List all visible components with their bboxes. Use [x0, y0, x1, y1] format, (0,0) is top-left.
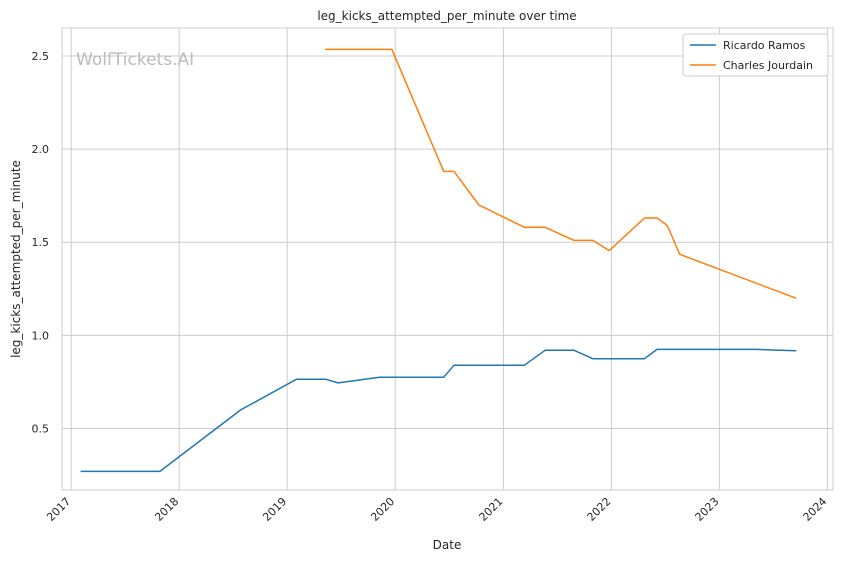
y-axis-label: leg_kicks_attempted_per_minute	[9, 160, 23, 358]
chart-title: leg_kicks_attempted_per_minute over time	[317, 9, 576, 23]
x-axis-label: Date	[433, 538, 462, 552]
series-line-1	[80, 348, 797, 473]
x-tick-label: 2024	[801, 495, 830, 524]
watermark: WolfTickets.AI	[76, 50, 194, 70]
x-tick-label: 2022	[585, 495, 614, 524]
legend-label: Ricardo Ramos	[723, 39, 806, 52]
series-group	[80, 48, 797, 473]
x-tick-label: 2021	[477, 495, 506, 524]
series-line-2	[324, 48, 797, 299]
x-tick-label: 2019	[260, 495, 289, 524]
legend-box	[682, 33, 829, 77]
x-axis-ticks: 2017 2018 2019 2020 2021 2022 2023 2024	[44, 495, 829, 524]
y-tick-label: 0.5	[32, 423, 50, 436]
y-tick-label: 2.0	[32, 143, 50, 156]
x-tick-label: 2018	[152, 495, 181, 524]
plot-area	[62, 28, 833, 490]
y-tick-label: 2.5	[32, 50, 50, 63]
y-tick-label: 1.0	[32, 329, 50, 342]
y-axis-ticks: 0.5 1.0 1.5 2.0 2.5	[32, 50, 50, 436]
x-tick-label: 2023	[693, 495, 722, 524]
x-tick-label: 2020	[368, 495, 397, 524]
y-tick-label: 1.5	[32, 236, 50, 249]
legend: Ricardo Ramos Charles Jourdain	[682, 33, 829, 77]
x-tick-label: 2017	[44, 495, 73, 524]
plot-frame	[61, 27, 834, 491]
legend-label: Charles Jourdain	[723, 59, 813, 72]
